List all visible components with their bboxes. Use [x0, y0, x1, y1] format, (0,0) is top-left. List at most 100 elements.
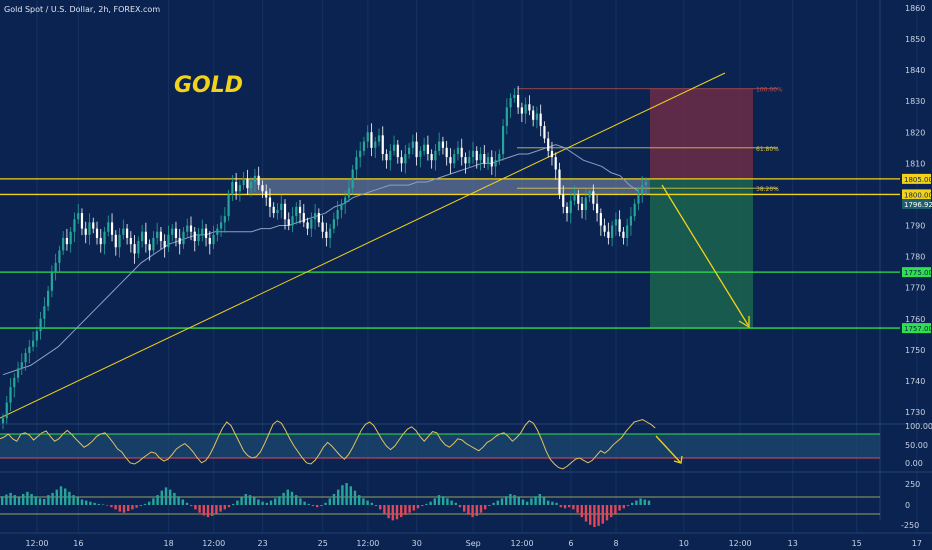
candle-body	[325, 231, 328, 238]
histogram-bar	[51, 492, 54, 505]
histogram-bar	[295, 495, 298, 505]
histogram-bar	[349, 486, 352, 505]
candle-body	[253, 175, 257, 182]
oscillator-arrow	[655, 435, 681, 463]
histogram-bar	[202, 505, 205, 516]
histogram-bar	[127, 505, 130, 512]
candle-body	[535, 113, 539, 120]
histogram-bar	[9, 492, 12, 505]
price-tick: 1750	[905, 346, 925, 355]
candle-body	[362, 141, 366, 151]
histogram-bar	[614, 505, 617, 514]
horizontal-levels[interactable]	[0, 178, 900, 329]
rising-trendline[interactable]	[0, 72, 726, 419]
histogram-bar	[597, 505, 600, 526]
candle-body	[366, 132, 369, 142]
candle-body	[99, 237, 102, 245]
histogram-bar	[610, 505, 613, 518]
histogram-bar	[190, 505, 193, 507]
chart-title: GOLD	[174, 73, 243, 98]
candle-body	[291, 216, 294, 226]
histogram-bar	[219, 505, 222, 512]
histogram-bar	[530, 498, 533, 505]
price-axis-labels[interactable]: 1860 1850 1840 1830 1820 1810 1790 1780 1770 1760…	[905, 4, 925, 417]
histogram-bar	[248, 495, 252, 505]
time-tick: 15	[852, 539, 862, 548]
histogram-bar	[47, 495, 50, 505]
histogram-bars	[1, 483, 651, 527]
histogram-bar	[261, 501, 264, 505]
histogram-bar	[547, 500, 550, 505]
symbol-header[interactable]: Gold Spot / U.S. Dollar, 2h, FOREX.com	[4, 5, 160, 14]
candle-body	[426, 144, 429, 155]
histogram-bar	[488, 505, 491, 507]
histogram-bar	[379, 505, 382, 510]
time-axis-labels[interactable]: 12:00 16 18 12:00 23 25 12:00 30 Sep 12:00 6 8 10 12:…	[25, 539, 932, 548]
candle-body	[498, 154, 501, 161]
histogram-bar	[5, 494, 8, 505]
histogram-bar	[198, 505, 201, 513]
histogram-bar	[559, 505, 562, 508]
candlesticks	[1, 85, 648, 430]
candle-body	[456, 147, 460, 155]
candle-body	[302, 213, 305, 223]
candle-body	[246, 178, 249, 189]
oscillator-pane: 100.00 50.00 0.00	[0, 419, 932, 470]
histogram-bar	[404, 505, 407, 515]
hist-tick-250: 250	[905, 480, 920, 489]
histogram-bar	[425, 503, 428, 505]
candle-body	[84, 228, 87, 235]
candle-body	[501, 126, 505, 155]
histogram-bar	[135, 505, 138, 508]
candle-body	[430, 154, 433, 161]
price-tick: 1850	[905, 35, 925, 44]
candle-body	[298, 206, 302, 214]
histogram-bar	[631, 502, 634, 505]
price-tick: 1740	[905, 377, 925, 386]
histogram-bar	[429, 501, 432, 505]
candle-body	[152, 237, 155, 251]
candle-body	[182, 231, 185, 245]
histogram-bar	[303, 501, 306, 505]
candle-body	[471, 150, 475, 158]
histogram-bar	[639, 498, 642, 505]
histogram-bar	[496, 500, 499, 505]
candle-body	[550, 150, 554, 158]
time-tick: 12:00	[511, 539, 534, 548]
candle-body	[415, 141, 418, 158]
histogram-bar	[76, 497, 79, 505]
fibonacci-levels[interactable]: 100.00% 61.80% 38.20%	[517, 87, 783, 193]
candle-body	[453, 154, 456, 164]
time-tick: Sep	[466, 539, 481, 548]
take-profit-zone	[650, 178, 753, 329]
level-tag-label: 1800.00	[904, 191, 932, 199]
time-tick: 25	[318, 539, 328, 548]
candle-body	[524, 104, 527, 114]
candle-body	[50, 272, 53, 291]
candle-body	[306, 222, 309, 229]
histogram-bar	[332, 494, 336, 505]
histogram-bar	[152, 498, 155, 505]
candle-body	[355, 157, 358, 170]
candle-body	[475, 150, 478, 161]
histogram-bar	[526, 501, 529, 505]
candle-body	[595, 203, 599, 214]
price-tick: 1770	[905, 284, 925, 293]
histogram-bar	[307, 503, 310, 505]
level-tag	[902, 189, 931, 200]
candle-body	[186, 225, 189, 232]
candle-body	[88, 222, 91, 235]
histogram-bar	[416, 505, 420, 509]
short-position-tool[interactable]	[650, 88, 753, 329]
candle-body	[329, 228, 332, 238]
histogram-bar	[173, 492, 176, 505]
candle-body	[641, 185, 644, 195]
candle-body	[163, 241, 166, 248]
histogram-bar	[542, 497, 546, 505]
candle-body	[599, 213, 602, 226]
histogram-bar	[421, 505, 424, 507]
time-tick: 17	[912, 539, 922, 548]
histogram-bar	[454, 502, 457, 505]
histogram-bar	[387, 505, 390, 519]
